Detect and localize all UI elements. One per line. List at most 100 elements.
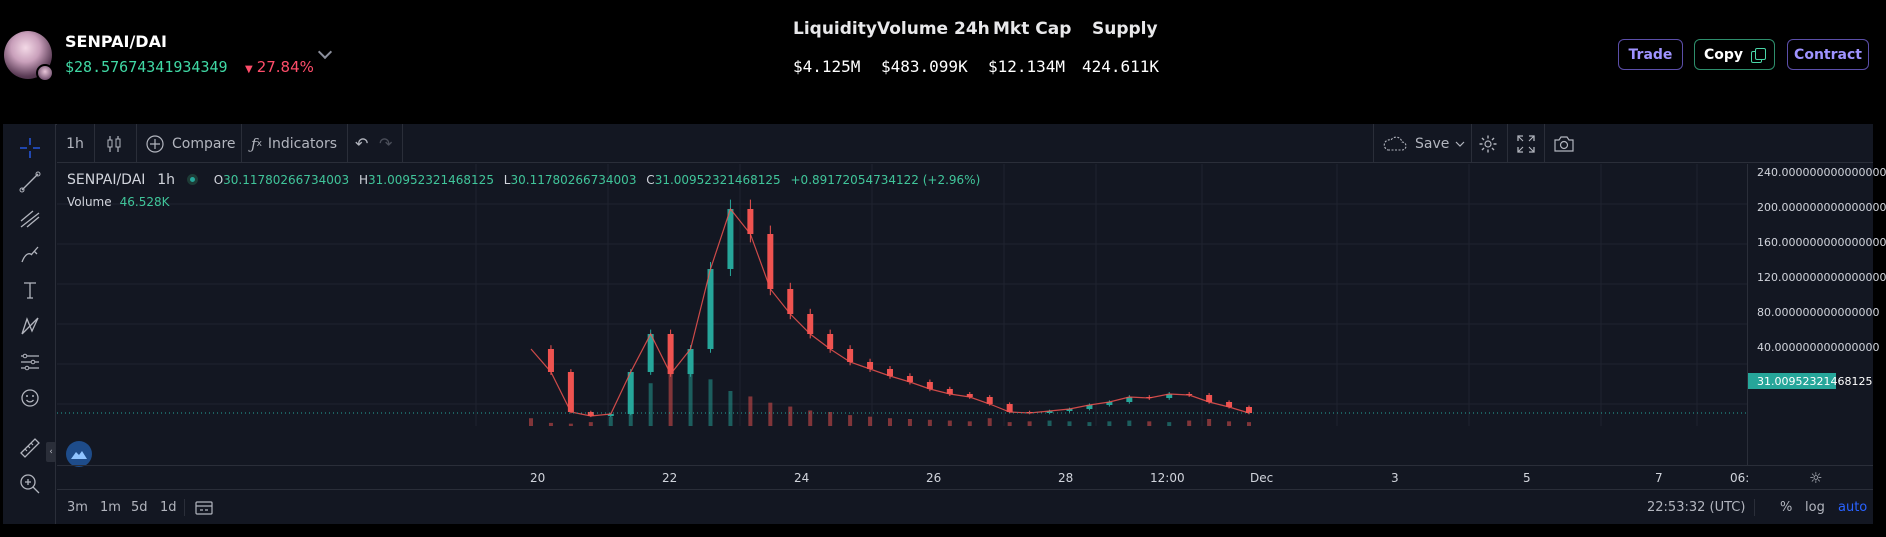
candle-body: [727, 209, 734, 269]
range-3m-button[interactable]: 3m: [67, 500, 88, 515]
compare-button[interactable]: Compare: [145, 124, 236, 163]
candlestick-chart[interactable]: [57, 164, 1747, 465]
contract-button[interactable]: Contract: [1787, 39, 1869, 70]
candle-body: [1046, 411, 1053, 413]
copy-button[interactable]: Copy: [1694, 39, 1775, 70]
candle-body: [827, 334, 834, 349]
time-axis-label: 5: [1523, 471, 1531, 485]
price-change-value: 27.84%: [256, 58, 314, 76]
save-button[interactable]: Save: [1382, 124, 1449, 163]
pitchfork-icon[interactable]: [17, 205, 43, 231]
camera-icon[interactable]: [1553, 124, 1575, 163]
volume-bar: [808, 410, 813, 426]
utc-clock[interactable]: 22:53:32 (UTC): [1647, 500, 1746, 515]
volume-bar: [648, 383, 653, 426]
candle-body: [986, 397, 993, 404]
trade-button[interactable]: Trade: [1618, 39, 1683, 70]
collapse-toolbar-button[interactable]: ‹: [46, 442, 56, 462]
range-1d-button[interactable]: 1d: [160, 500, 177, 515]
candle-body: [547, 349, 554, 372]
divider: [136, 124, 137, 163]
divider: [184, 499, 185, 516]
volume-bar: [1087, 422, 1092, 426]
legend-close: 31.00952321468125: [654, 173, 781, 187]
divider: [94, 124, 95, 163]
compare-label: Compare: [172, 135, 236, 152]
volume-bar: [1127, 420, 1132, 426]
range-5d-button[interactable]: 5d: [131, 500, 148, 515]
volume-bar: [628, 402, 633, 426]
candle-body: [607, 414, 614, 416]
percent-toggle[interactable]: %: [1780, 500, 1793, 515]
stat-liquidity-value: $4.125M: [793, 57, 861, 76]
candle-body: [1226, 402, 1233, 407]
time-axis-label: 3: [1391, 471, 1399, 485]
save-label: Save: [1415, 135, 1450, 152]
brush-icon[interactable]: [17, 241, 43, 267]
date-range-icon[interactable]: [195, 490, 213, 525]
volume-bar: [987, 418, 992, 426]
copy-button-label: Copy: [1703, 46, 1744, 63]
auto-toggle[interactable]: auto: [1838, 500, 1868, 515]
volume-bar: [588, 422, 593, 426]
time-axis[interactable]: 20 22 24 26 28 12:00 Dec 3 5 7 06: ☼: [57, 465, 1873, 489]
trend-line-icon[interactable]: [17, 169, 43, 195]
candle-body: [807, 314, 814, 334]
volume-bar: [548, 422, 553, 426]
candle-body: [966, 394, 973, 397]
pair-header: SENPAI/DAI $28.57674341934349 ▼ 27.84% Li…: [0, 0, 1886, 124]
pair-price: $28.57674341934349: [65, 58, 228, 76]
ruler-icon[interactable]: [17, 435, 43, 461]
crosshair-icon[interactable]: [17, 135, 43, 161]
volume-bar: [927, 419, 932, 426]
gear-icon[interactable]: [1478, 124, 1498, 163]
axis-settings-icon[interactable]: ☼: [1809, 469, 1823, 487]
legend-open: 30.11780266734003: [223, 173, 350, 187]
volume-bar: [1247, 422, 1251, 426]
volume-label: Volume: [67, 195, 112, 209]
candle-body: [767, 234, 774, 289]
divider: [1471, 124, 1472, 163]
volume-bar: [1067, 421, 1072, 426]
chevron-down-icon[interactable]: [317, 44, 333, 60]
stat-mktcap-value: $12.134M: [988, 57, 1066, 76]
stat-liquidity-label: Liquidity: [793, 19, 877, 39]
tradingview-logo-icon[interactable]: [66, 441, 92, 467]
volume-bar: [748, 396, 753, 426]
volume-bar: [788, 406, 793, 426]
interval-button[interactable]: 1h: [66, 135, 84, 152]
fullscreen-icon[interactable]: [1517, 124, 1535, 163]
candle-body: [1246, 407, 1252, 413]
undo-icon[interactable]: ↶: [355, 134, 369, 153]
range-1m-button[interactable]: 1m: [100, 500, 121, 515]
candle-body: [747, 209, 754, 234]
legend-high-label: H: [358, 173, 368, 187]
candles-icon[interactable]: [99, 124, 129, 163]
pattern-icon[interactable]: [17, 313, 43, 339]
prediction-icon[interactable]: [17, 349, 43, 375]
time-axis-label: 22: [662, 471, 678, 485]
zoom-in-icon[interactable]: [17, 471, 43, 497]
legend-low-label: L: [503, 173, 511, 187]
candle-body: [946, 389, 953, 394]
redo-icon[interactable]: ↷: [379, 134, 393, 153]
emoji-icon[interactable]: [17, 385, 43, 411]
volume-bar: [947, 420, 952, 426]
candle-body: [867, 362, 874, 369]
chevron-down-icon[interactable]: [1455, 124, 1465, 163]
legend-change: +0.89172054734122 (+2.96%): [790, 173, 981, 187]
log-toggle[interactable]: log: [1805, 500, 1825, 515]
price-chart[interactable]: SENPAI/DAI 1h O30.11780266734003 H31.009…: [57, 164, 1747, 467]
legend-symbol[interactable]: SENPAI/DAI: [67, 172, 146, 188]
price-axis[interactable]: 240.000000000000000 200.000000000000000 …: [1747, 164, 1886, 465]
text-tool-icon[interactable]: [17, 277, 43, 303]
volume-bar: [1207, 419, 1212, 426]
time-axis-label: 28: [1058, 471, 1074, 485]
time-axis-label: Dec: [1250, 471, 1274, 485]
candle-body: [687, 349, 694, 374]
divider: [1373, 124, 1374, 163]
ohlc-legend: SENPAI/DAI 1h O30.11780266734003 H31.009…: [67, 172, 980, 188]
candle-body: [887, 369, 893, 376]
